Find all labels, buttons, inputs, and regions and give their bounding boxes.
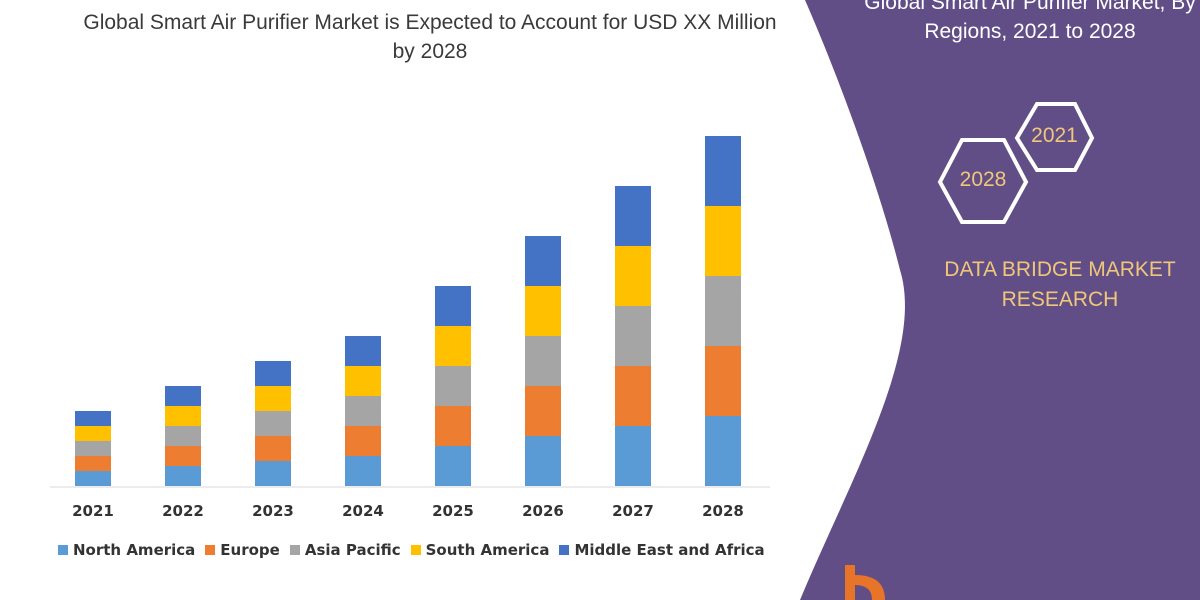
legend-label: Asia Pacific <box>304 541 401 559</box>
bar-2023-north-america <box>255 461 291 486</box>
legend-label: Middle East and Africa <box>574 541 765 559</box>
legend-swatch <box>205 545 216 555</box>
brand-text: DATA BRIDGE MARKET RESEARCH <box>944 258 1176 311</box>
bar-2021-middle-east-and-africa <box>75 411 111 426</box>
legend-item: Middle East and Africa <box>559 541 765 559</box>
bar-2024-europe <box>345 426 381 456</box>
bar-2027-asia-pacific <box>615 306 651 366</box>
legend-item: Asia Pacific <box>289 541 401 559</box>
bar-2021-north-america <box>75 471 111 486</box>
bar-2023-europe <box>255 436 291 461</box>
bar-2027-middle-east-and-africa <box>615 186 651 246</box>
logo-icon <box>845 565 885 600</box>
hex-label-2028: 2028 <box>959 168 1007 191</box>
bar-2028-north-america <box>705 416 741 486</box>
bar-2024-asia-pacific <box>345 396 381 426</box>
legend-item: South America <box>410 541 550 559</box>
legend-item: Europe <box>205 541 280 559</box>
bar-2021-europe <box>75 456 111 471</box>
x-tick-label: 2028 <box>702 502 744 520</box>
x-tick-label: 2027 <box>612 502 654 520</box>
bar-2024-south-america <box>345 366 381 396</box>
bar-2028-south-america <box>705 206 741 276</box>
bar-2025-north-america <box>435 446 471 486</box>
x-tick-label: 2023 <box>252 502 294 520</box>
legend-swatch <box>289 545 300 555</box>
bar-2025-europe <box>435 406 471 446</box>
bar-2022-asia-pacific <box>165 426 201 446</box>
legend-swatch <box>58 545 68 555</box>
bar-2026-europe <box>525 386 561 436</box>
bar-2028-middle-east-and-africa <box>705 136 741 206</box>
hexagon-2021 <box>1014 102 1095 172</box>
bar-2022-middle-east-and-africa <box>165 386 201 406</box>
bar-2027-south-america <box>615 246 651 306</box>
x-tick-label: 2022 <box>162 502 204 520</box>
chart-title: Global Smart Air Purifier Market is Expe… <box>83 11 777 63</box>
legend-label: South America <box>425 541 550 559</box>
legend-swatch <box>410 545 421 555</box>
x-tick-label: 2026 <box>522 502 564 520</box>
legend: North America Europe Asia Pacific South Ame… <box>58 541 765 559</box>
bar-2026-asia-pacific <box>525 336 561 386</box>
panel-title: Global Smart Air Purifier Market, By Reg… <box>864 0 1196 43</box>
legend-label: Europe <box>220 541 280 559</box>
bar-2025-south-america <box>435 326 471 366</box>
bars <box>75 136 741 486</box>
x-tick-label: 2021 <box>72 502 114 520</box>
hex-label-2021: 2021 <box>1031 124 1078 147</box>
bar-2022-south-america <box>165 406 201 426</box>
x-tick-label: 2024 <box>342 502 384 520</box>
purple-panel <box>800 0 1200 600</box>
bar-2027-europe <box>615 366 651 426</box>
bar-2027-north-america <box>615 426 651 486</box>
legend-item: North America <box>58 541 195 559</box>
bar-2022-europe <box>165 446 201 466</box>
bar-2022-north-america <box>165 466 201 486</box>
legend-label: North America <box>73 541 196 559</box>
bar-2024-middle-east-and-africa <box>345 336 381 366</box>
legend-swatch <box>559 545 570 555</box>
bar-2021-asia-pacific <box>75 441 111 456</box>
hexagon-2028 <box>937 138 1029 224</box>
bar-2021-south-america <box>75 426 111 441</box>
bar-2024-north-america <box>345 456 381 486</box>
bar-2023-middle-east-and-africa <box>255 361 291 386</box>
bar-2023-south-america <box>255 386 291 411</box>
bar-2028-europe <box>705 346 741 416</box>
x-tick-label: 2025 <box>432 502 474 520</box>
bar-2028-asia-pacific <box>705 276 741 346</box>
bar-2025-asia-pacific <box>435 366 471 406</box>
bar-2026-south-america <box>525 286 561 336</box>
bar-2026-north-america <box>525 436 561 486</box>
bar-2026-middle-east-and-africa <box>525 236 561 286</box>
bar-2023-asia-pacific <box>255 411 291 436</box>
bar-2025-middle-east-and-africa <box>435 286 471 326</box>
